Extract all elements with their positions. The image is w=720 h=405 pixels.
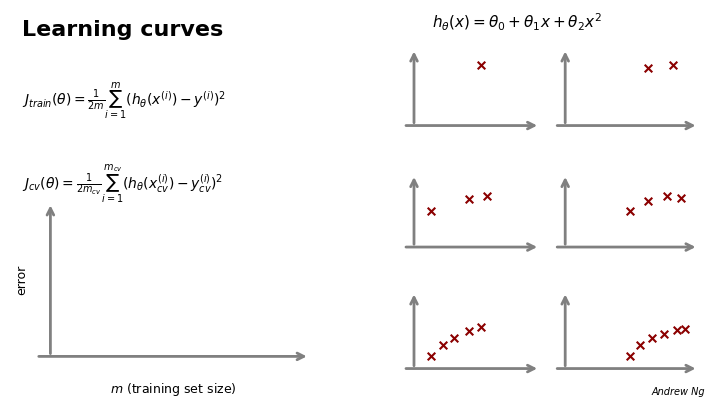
Text: error: error bbox=[15, 264, 28, 294]
Point bbox=[667, 62, 679, 68]
Point bbox=[437, 342, 449, 348]
Text: $J_{train}(\theta) = \frac{1}{2m} \sum_{i=1}^{m}(h_\theta(x^{(i)}) - y^{(i)})^2$: $J_{train}(\theta) = \frac{1}{2m} \sum_{… bbox=[22, 81, 225, 122]
Point bbox=[475, 62, 487, 68]
Point bbox=[475, 323, 487, 330]
Point bbox=[680, 326, 691, 332]
Point bbox=[671, 327, 683, 333]
Text: $J_{cv}(\theta) = \frac{1}{2m_{cv}} \sum_{i=1}^{m_{cv}}(h_\theta(x^{(i)}_{cv}) -: $J_{cv}(\theta) = \frac{1}{2m_{cv}} \sum… bbox=[22, 162, 222, 205]
Point bbox=[464, 196, 475, 202]
Text: $m$ (training set size): $m$ (training set size) bbox=[109, 381, 236, 398]
Point bbox=[634, 342, 646, 348]
Text: Learning curves: Learning curves bbox=[22, 20, 223, 40]
Point bbox=[464, 328, 475, 335]
Point bbox=[624, 207, 636, 214]
Point bbox=[661, 193, 672, 200]
Point bbox=[647, 335, 658, 341]
Text: Andrew Ng: Andrew Ng bbox=[652, 387, 706, 397]
Text: $h_\theta(x) = \theta_0 + \theta_1 x + \theta_2 x^2$: $h_\theta(x) = \theta_0 + \theta_1 x + \… bbox=[432, 12, 602, 33]
Point bbox=[449, 335, 460, 341]
Point bbox=[481, 193, 492, 200]
Point bbox=[624, 353, 636, 360]
Point bbox=[426, 207, 437, 214]
Point bbox=[675, 194, 687, 201]
Point bbox=[659, 330, 670, 337]
Point bbox=[426, 353, 437, 360]
Point bbox=[643, 64, 654, 71]
Point bbox=[643, 198, 654, 204]
